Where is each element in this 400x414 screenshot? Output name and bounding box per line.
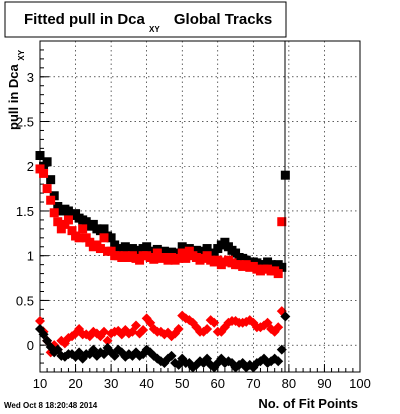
data-point [39, 168, 49, 178]
timestamp: Wed Oct 8 18:20:48 2014 [4, 401, 98, 410]
data-marks [35, 151, 291, 373]
data-point [35, 316, 45, 327]
series-1 [35, 164, 287, 279]
data-point [67, 226, 77, 236]
data-point [35, 151, 45, 161]
axes: 10 20 30 40 50 60 70 80 90 100 0 0.5 1 1.5 2 2.5 3 [16, 49, 371, 391]
y-tick-label: 1 [27, 249, 34, 264]
data-point [99, 326, 109, 337]
data-point [56, 335, 67, 346]
series-3 [35, 311, 291, 373]
data-point [74, 233, 84, 243]
x-tick-label: 60 [211, 376, 225, 391]
x-tick-label: 100 [349, 376, 371, 391]
y-tick-label: 2 [27, 159, 34, 174]
x-tick-label: 30 [104, 376, 118, 391]
x-tick-label: 70 [246, 376, 260, 391]
data-point [63, 215, 73, 225]
data-point [202, 244, 212, 254]
data-point [149, 254, 159, 264]
x-tick-label: 80 [282, 376, 296, 391]
data-point [42, 157, 52, 167]
data-point [99, 233, 109, 243]
data-point [78, 224, 88, 234]
x-tick-label: 10 [33, 376, 47, 391]
data-point [138, 324, 149, 335]
data-point [46, 175, 56, 185]
data-point [202, 324, 213, 335]
data-point [46, 195, 56, 205]
title-box [4, 1, 287, 38]
data-point [273, 322, 284, 333]
data-point [248, 362, 259, 373]
data-point [152, 248, 162, 258]
y-tick-label: 0.5 [16, 293, 34, 308]
x-tick-label: 90 [317, 376, 331, 391]
chart-title: Fitted pull in Dca XY Global Tracks [24, 11, 272, 36]
data-point [248, 317, 259, 328]
data-point [131, 320, 141, 331]
data-point [99, 224, 109, 234]
data-point [177, 248, 187, 258]
y-axis-title-main: pull in Dca [6, 64, 21, 131]
y-tick-label: 2.5 [16, 115, 34, 130]
y-tick-label: 0 [27, 338, 34, 353]
data-point [174, 253, 184, 263]
data-point [166, 350, 177, 361]
data-point [102, 335, 113, 346]
chart-title-main: Fitted pull in Dca [24, 11, 145, 28]
x-axis-title: No. of Fit Points [258, 396, 358, 411]
y-tick-label: 1.5 [16, 204, 34, 219]
chart-title-rest: Global Tracks [174, 11, 272, 28]
y-axis-title: pull in Dca XY [6, 49, 26, 130]
data-point [95, 244, 105, 254]
y-axis-title-sub: XY [17, 49, 26, 60]
data-point [42, 184, 52, 194]
data-point [49, 208, 59, 218]
x-tick-label: 50 [175, 376, 189, 391]
data-point [209, 317, 220, 328]
data-point [273, 269, 283, 279]
x-tick-label: 40 [139, 376, 153, 391]
data-point [277, 262, 287, 272]
plot-area [39, 40, 361, 373]
data-point [173, 324, 184, 335]
x-tick-label: 20 [68, 376, 82, 391]
data-point [181, 253, 191, 263]
data-point [53, 217, 63, 227]
data-point [106, 233, 116, 243]
y-tick-label: 3 [27, 70, 34, 85]
data-point [273, 356, 284, 367]
data-point [277, 217, 287, 227]
data-point [276, 344, 287, 355]
series-2 [35, 306, 287, 358]
chart-title-sub: XY [149, 25, 160, 34]
